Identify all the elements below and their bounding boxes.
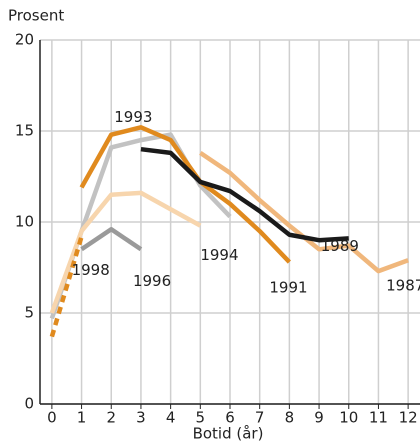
y-tick-label: 20: [15, 31, 34, 49]
line: [140, 146, 349, 243]
x-tick-label: 0: [47, 409, 57, 427]
x-tick-label: 5: [196, 409, 206, 427]
x-axis-label: Botid (år): [193, 425, 264, 443]
x-tick-label: 4: [166, 409, 176, 427]
y-tick-label: 0: [24, 395, 34, 413]
legend-label: 1991: [269, 279, 307, 297]
legend-label: 1998: [72, 261, 110, 279]
line: [49, 235, 84, 338]
line: [79, 125, 291, 264]
y-tick-label: 5: [24, 304, 34, 322]
y-tick-label: 10: [15, 213, 34, 231]
y-axis-label: Prosent: [8, 7, 64, 25]
line: [80, 227, 143, 252]
y-tick-label: 15: [15, 122, 34, 140]
x-tick-label: 10: [339, 409, 358, 427]
legend-label: 1996: [133, 272, 171, 290]
x-tick-label: 7: [255, 409, 265, 427]
x-tick-label: 8: [285, 409, 295, 427]
x-tick-label: 12: [399, 409, 418, 427]
x-tick-label: 11: [369, 409, 388, 427]
x-tick-label: 9: [314, 409, 324, 427]
x-tick-label: 3: [136, 409, 146, 427]
legend-label: 1987: [386, 277, 420, 295]
line: [49, 190, 202, 314]
legend-label: 1993: [114, 108, 152, 126]
x-tick-label: 6: [225, 409, 235, 427]
legend-label: 1989: [321, 237, 359, 255]
x-tick-label: 1: [77, 409, 87, 427]
legend-label: 1994: [200, 246, 238, 264]
x-tick-label: 2: [106, 409, 116, 427]
